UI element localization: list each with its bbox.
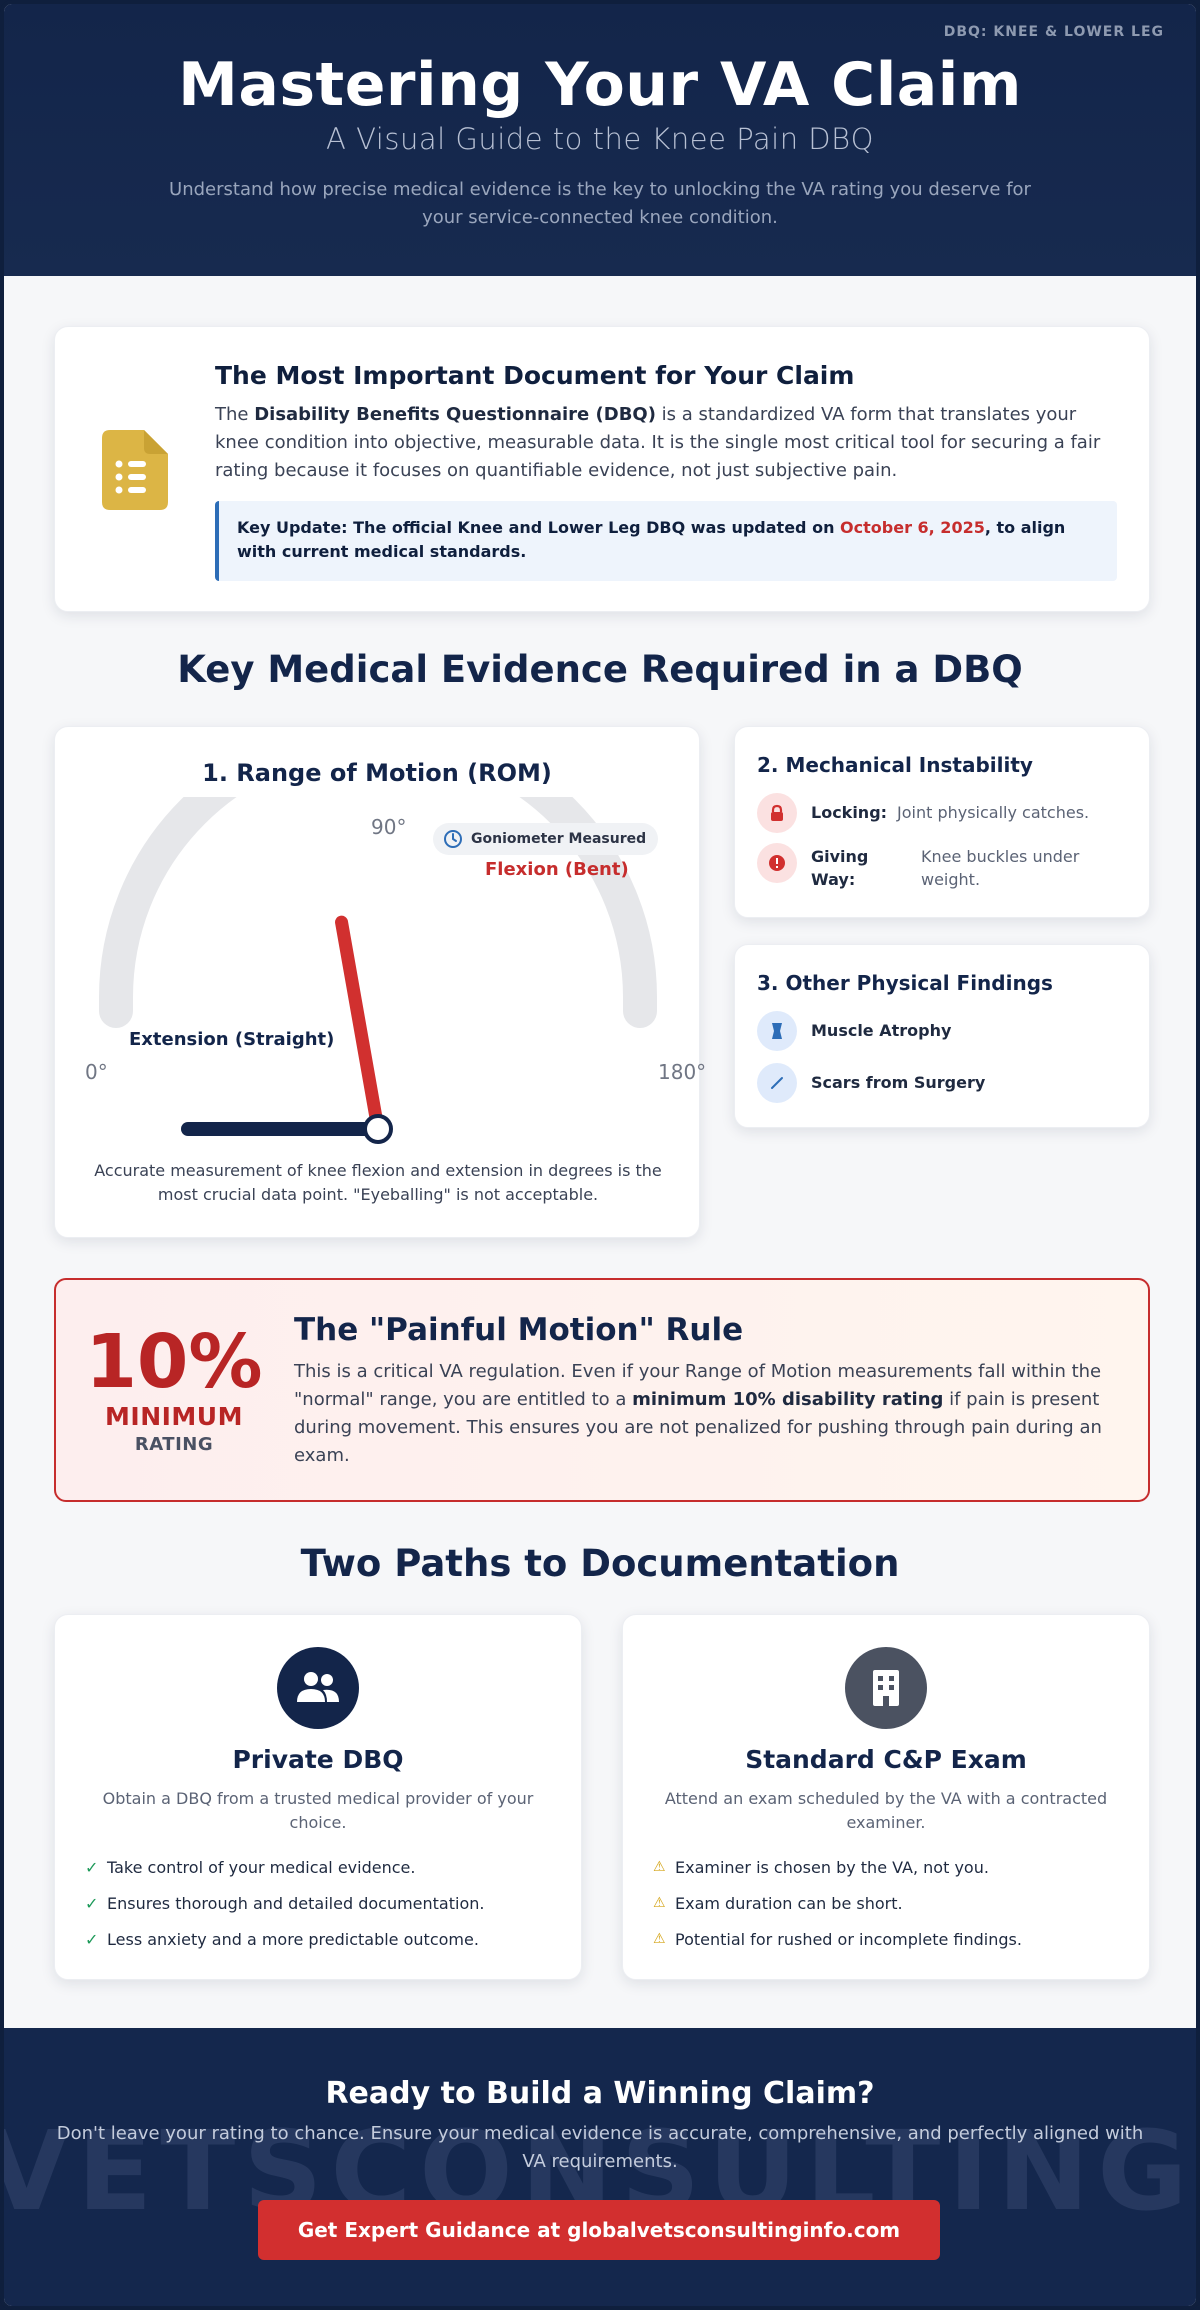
instability-title: 2. Mechanical Instability [757,753,1033,777]
scars-label: Scars from Surgery [811,1073,986,1092]
painful-motion-callout: 10% MINIMUM RATING The "Painful Motion" … [54,1278,1150,1502]
gauge-pivot [363,1114,393,1144]
dbq-term: Disability Benefits Questionnaire (DBQ) [254,404,656,425]
list-item: ⚠ Exam duration can be short. [653,1893,903,1913]
warning-icon: ⚠ [653,1895,666,1911]
flexion-line [335,915,385,1136]
deg-180-label: 180° [658,1060,707,1084]
mechanical-instability-card: 2. Mechanical Instability Locking: Joint… [734,726,1150,918]
key-update-callout: Key Update: The official Knee and Lower … [215,501,1117,581]
standard-exam-desc: Attend an exam scheduled by the VA with … [664,1789,1108,1832]
dbq-info-card: The Most Important Document for Your Cla… [54,326,1150,612]
giving-way-label: Giving Way: [811,847,869,889]
list-item: ⚠ Potential for rushed or incomplete find… [653,1929,1022,1949]
warning-icon: ⚠ [653,1859,666,1875]
other-findings-card: 3. Other Physical Findings Muscle Atroph… [734,944,1150,1128]
check-icon: ✓ [85,1893,99,1913]
header-tag: DBQ: KNEE & LOWER LEG [943,24,1164,40]
deg-90-label: 90° [371,815,407,839]
dbq-card-title: The Most Important Document for Your Cla… [215,361,855,390]
paths-section-title: Two Paths to Documentation [300,1542,900,1585]
muscle-icon [757,1011,797,1051]
rating-label: RATING [134,1434,214,1455]
scar-icon [757,1063,797,1103]
users-icon [277,1647,359,1729]
building-icon [845,1647,927,1729]
private-dbq-card: Private DBQ Obtain a DBQ from a trusted … [54,1614,582,1980]
page-footer: VETSCONSULTINGIN Ready to Build a Winnin… [4,2028,1196,2306]
goniometer-label: Goniometer Measured [471,831,647,847]
extension-label: Extension (Straight) [129,1029,335,1050]
locking-desc: Joint physically catches. [897,803,1090,822]
goniometer-badge: Goniometer Measured [433,823,659,855]
alert-icon [757,843,797,883]
clock-icon [444,830,462,848]
footer-desc: Don't leave your rating to chance. Ensur… [56,2123,1144,2172]
giving-way-desc: Knee buckles under weight. [921,847,1080,889]
rom-gauge [99,797,657,1144]
rom-caption: Accurate measurement of knee flexion and… [94,1161,662,1204]
evidence-section-title: Key Medical Evidence Required in a DBQ [177,648,1023,691]
muscle-atrophy-label: Muscle Atrophy [811,1021,952,1040]
dbq-card-body: The Disability Benefits Questionnaire (D… [215,404,1101,481]
footer-title: Ready to Build a Winning Claim? [325,2076,875,2111]
locking-label: Locking: [811,803,888,822]
page-subtitle: A Visual Guide to the Knee Pain DBQ [326,122,874,156]
private-dbq-title: Private DBQ [232,1745,404,1774]
lock-icon [757,793,797,833]
page-title: Mastering Your VA Claim [178,50,1022,120]
list-item: ⚠ Examiner is chosen by the VA, not you. [653,1857,989,1877]
list-item: ✓ Ensures thorough and detailed documenta… [85,1893,485,1913]
flexion-label: Flexion (Bent) [485,859,629,880]
gauge-arc [99,797,657,1028]
private-dbq-desc: Obtain a DBQ from a trusted medical prov… [102,1789,534,1832]
range-of-motion-card: 1. Range of Motion (ROM) 90° 0° 180° Gon… [54,726,706,1238]
standard-exam-card: Standard C&P Exam Attend an exam schedul… [622,1614,1150,1980]
standard-exam-drawbacks: ⚠ Examiner is chosen by the VA, not you. … [653,1849,1123,1957]
other-findings-title: 3. Other Physical Findings [757,971,1053,995]
painful-motion-title: The "Painful Motion" Rule [294,1312,744,1348]
list-item: ✓ Less anxiety and a more predictable out… [85,1929,479,1949]
check-icon: ✓ [85,1929,99,1949]
expert-guidance-button[interactable]: Get Expert Guidance at globalvetsconsult… [258,2200,940,2260]
minimum-label: MINIMUM [105,1402,243,1431]
update-date: October 6, 2025 [840,518,985,537]
page-header: DBQ: KNEE & LOWER LEG Mastering Your VA … [4,4,1196,276]
check-icon: ✓ [85,1857,99,1877]
document-list-icon [102,430,168,510]
list-item: ✓ Take control of your medical evidence. [85,1857,416,1877]
minimum-rating-percent: 10% [85,1319,263,1405]
warning-icon: ⚠ [653,1931,666,1947]
private-dbq-benefits: ✓ Take control of your medical evidence. … [85,1849,555,1957]
header-intro: Understand how precise medical evidence … [169,179,1031,228]
standard-exam-title: Standard C&P Exam [745,1745,1027,1774]
painful-motion-text: This is a critical VA regulation. Even i… [294,1361,1102,1466]
rom-title: 1. Range of Motion (ROM) [202,759,552,787]
deg-0-label: 0° [85,1060,108,1084]
